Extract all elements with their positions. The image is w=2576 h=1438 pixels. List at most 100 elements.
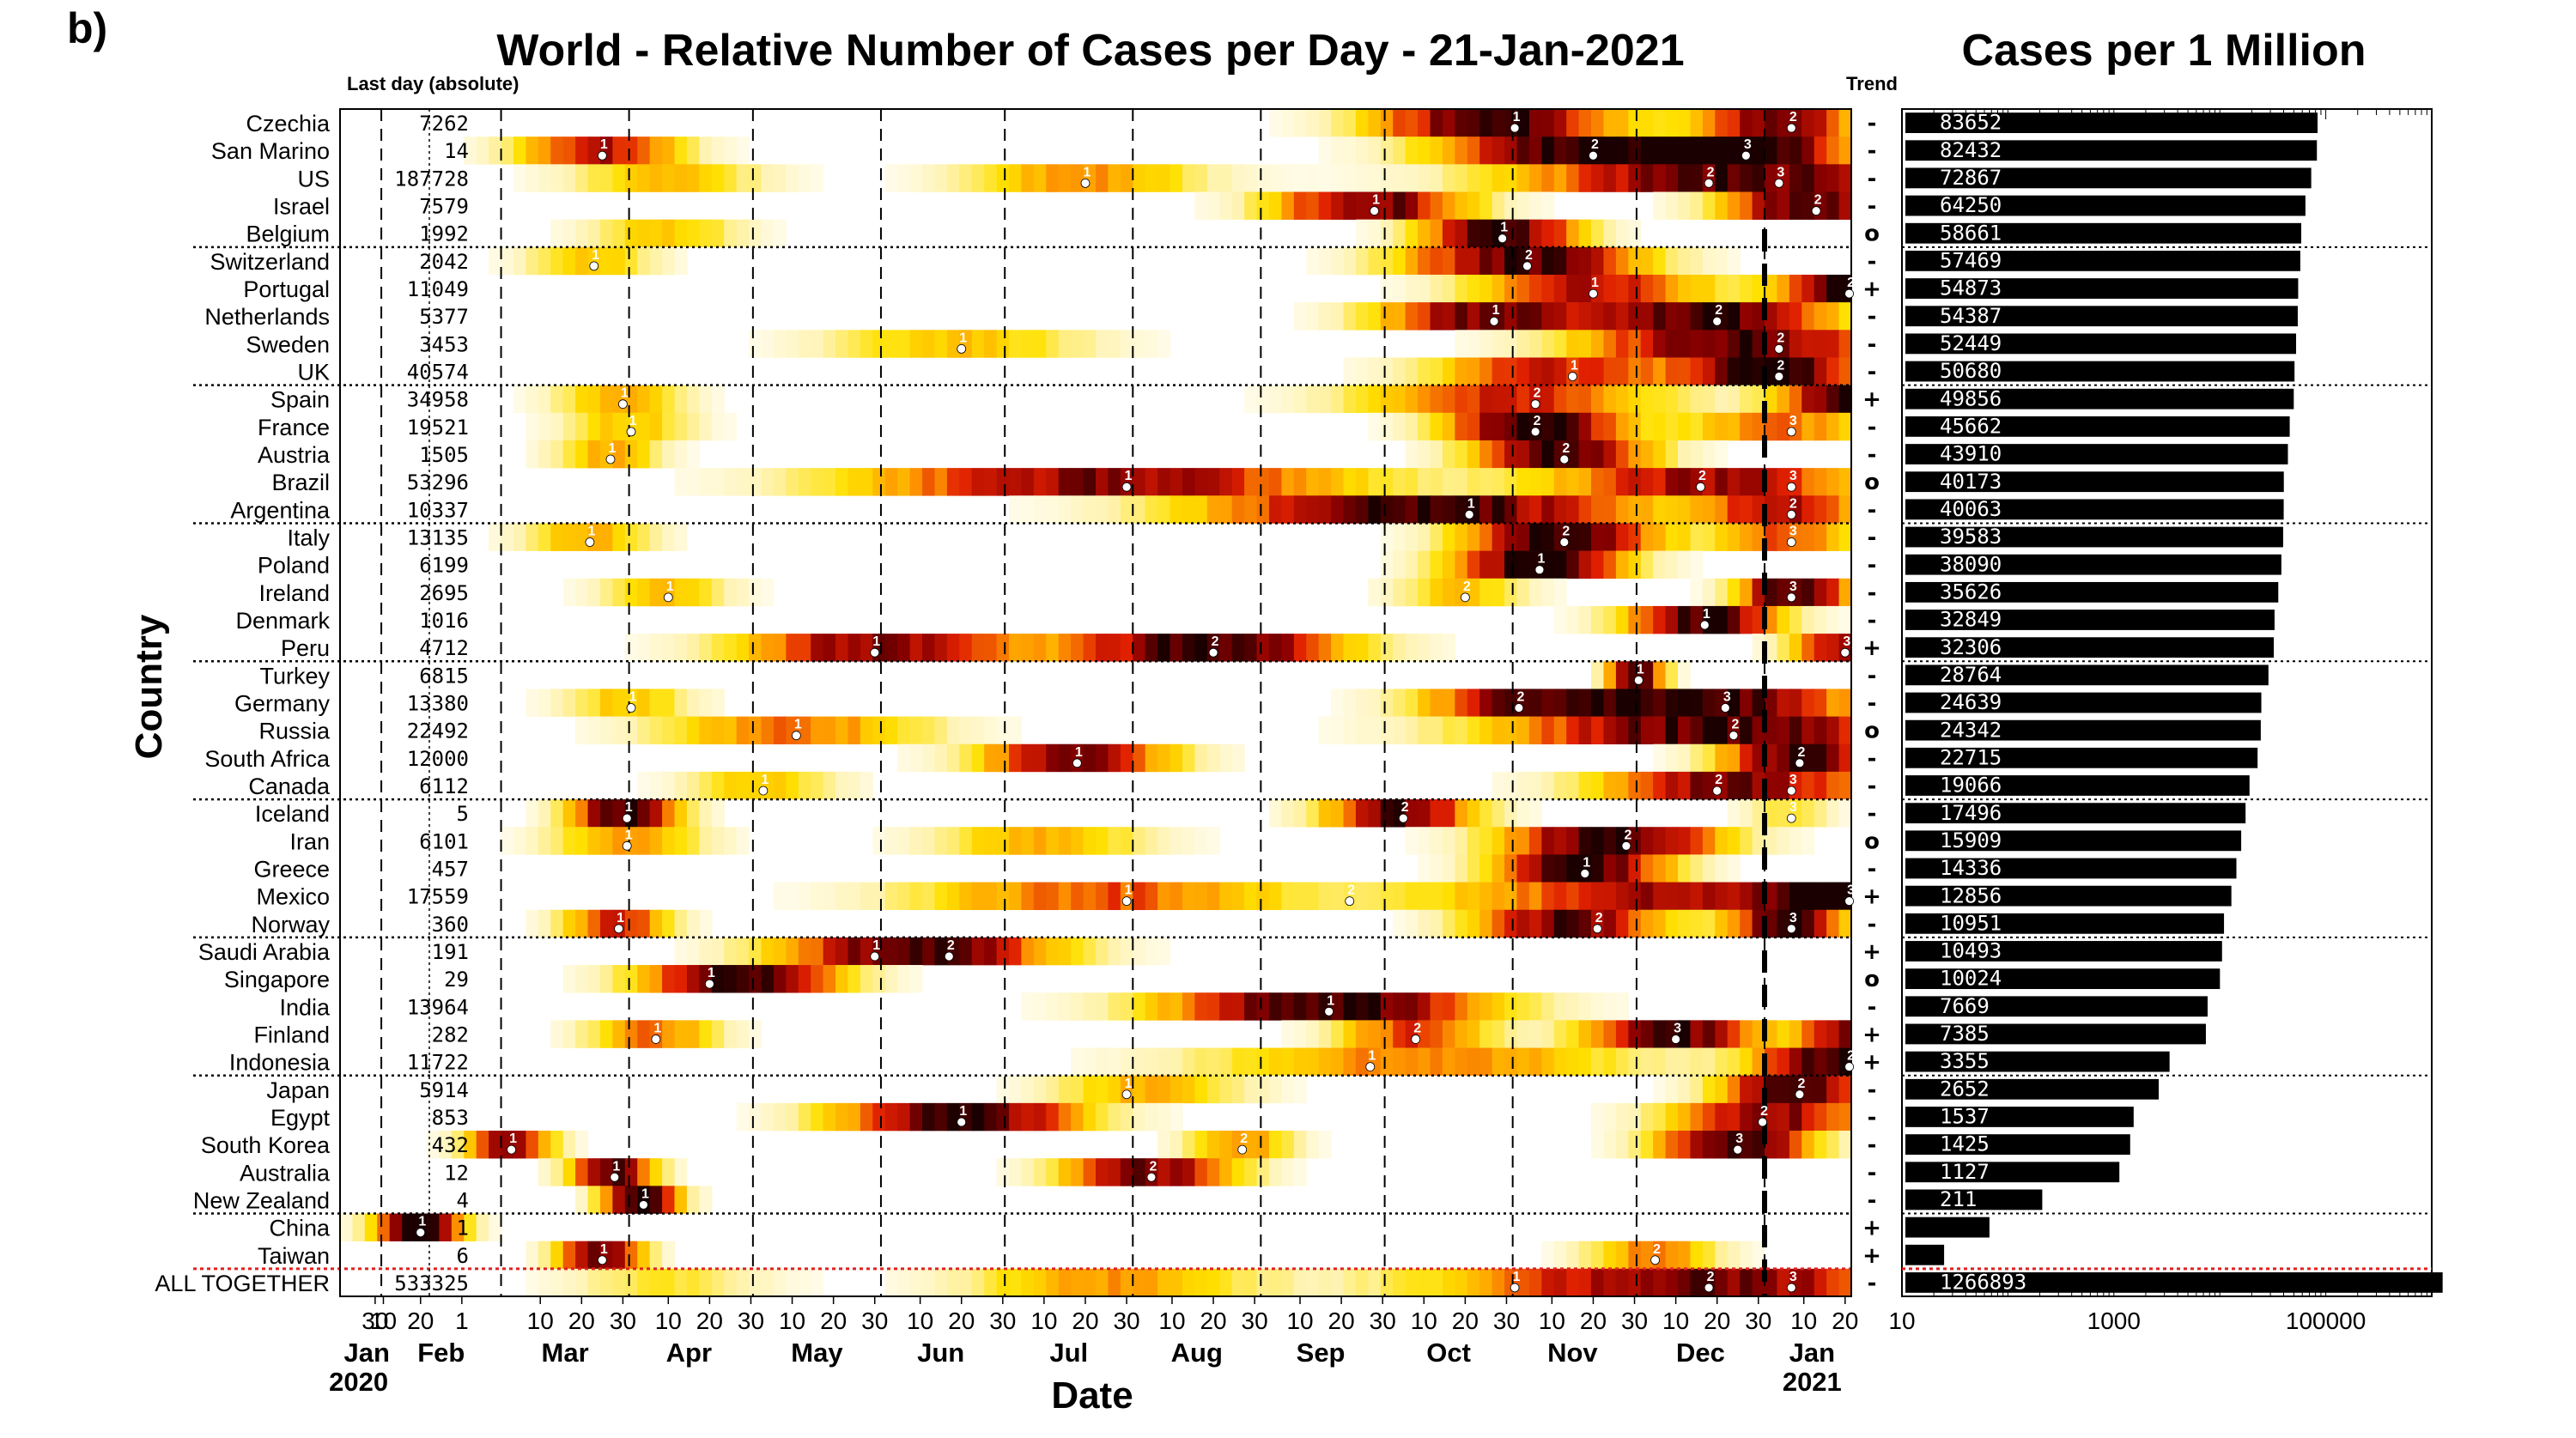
x-tick-label: 30 (989, 1308, 1016, 1334)
heatmap-cell (476, 137, 489, 165)
peak-number: 2 (1413, 1021, 1421, 1035)
heatmap-cell (811, 882, 824, 911)
heatmap-cell (612, 689, 626, 717)
heatmap-cell (699, 634, 713, 662)
x-tick-label: 30 (1242, 1308, 1268, 1334)
heatmap-cell (1393, 191, 1406, 220)
heatmap-cell (1256, 634, 1270, 662)
heatmap-cell (1814, 137, 1827, 165)
heatmap-cell (1715, 909, 1728, 938)
heatmap-cell (1528, 219, 1542, 248)
heatmap-cell (1206, 191, 1220, 220)
heatmap-cell (1467, 468, 1480, 496)
heatmap-cell (1442, 909, 1455, 938)
heatmap-cell (513, 827, 526, 855)
heatmap-cell (1838, 605, 1852, 634)
heatmap-cell (1690, 109, 1704, 137)
heatmap-cell (562, 219, 576, 248)
heatmap-cell (959, 716, 973, 745)
last-day-value: 13380 (407, 692, 469, 716)
heatmap-cell (971, 716, 985, 745)
heatmap-cell (786, 965, 799, 993)
heatmap-cell (526, 799, 539, 828)
heatmap-cell (649, 1268, 663, 1297)
heatmap-cell (1528, 440, 1542, 469)
heatmap-cell (1814, 468, 1827, 496)
heatmap-cell (984, 743, 998, 773)
heatmap-cell (1591, 605, 1605, 634)
heatmap-cell (1231, 882, 1245, 911)
heatmap-cell (946, 827, 960, 855)
heatmap-cell (587, 689, 601, 717)
heatmap-cell (1405, 109, 1419, 137)
heatmap-cell (711, 827, 725, 855)
heatmap-cell (1331, 716, 1345, 745)
heatmap-cell (1541, 1047, 1555, 1076)
heatmap-cell (1256, 1268, 1270, 1297)
heatmap-cell (1504, 330, 1518, 358)
peak-number: 1 (1327, 993, 1334, 1008)
heatmap-cell (1430, 854, 1443, 883)
x-tick-label: 20 (696, 1308, 723, 1334)
heatmap-cell (1628, 357, 1642, 385)
heatmap-cell (1009, 495, 1023, 524)
heatmap-cell (1752, 689, 1765, 717)
heatmap-cell (773, 1268, 787, 1297)
heatmap-cell (761, 937, 775, 966)
heatmap-cell (1715, 716, 1728, 745)
heatmap-cell (1752, 743, 1765, 773)
bar-x-tick-label: 10 (1888, 1308, 1915, 1334)
peak-number: 2 (1847, 1049, 1855, 1064)
heatmap-cell (1541, 385, 1555, 414)
heatmap-cell (1046, 468, 1060, 496)
heatmap-cell (1331, 1020, 1345, 1048)
heatmap-cell (1355, 1047, 1369, 1076)
heatmap-cell (1615, 550, 1629, 579)
heatmap-cell (1826, 1020, 1840, 1048)
heatmap-cell (1801, 1047, 1815, 1076)
heatmap-cell (1021, 164, 1035, 192)
heatmap-cell (1801, 716, 1815, 745)
heatmap-cell (1504, 550, 1518, 579)
heatmap-cell (526, 523, 539, 551)
heatmap-cell (1120, 743, 1133, 773)
heatmap-cell (1690, 882, 1704, 911)
heatmap-cell (550, 799, 564, 828)
heatmap-cell (1665, 274, 1679, 303)
heatmap-frame (339, 108, 1852, 1297)
heatmap-cell (1665, 743, 1679, 773)
heatmap-cell (1442, 882, 1455, 911)
trend-indicator: + (1862, 1050, 1881, 1076)
heatmap-cell (1405, 246, 1419, 276)
heatmap-cell (674, 468, 688, 496)
heatmap-cell (526, 137, 539, 165)
trend-indicator: - (1868, 111, 1877, 137)
heatmap-cell (971, 468, 985, 496)
last-day-value: 6815 (419, 664, 469, 688)
heatmap-cell (1293, 1047, 1307, 1076)
peak-number: 1 (612, 1159, 620, 1174)
heatmap-cell (699, 937, 713, 966)
heatmap-cell (1566, 495, 1580, 524)
heatmap-cell (1541, 1241, 1555, 1270)
heatmap-cell (637, 689, 651, 717)
heatmap-cell (1467, 854, 1480, 883)
heatmap-cell (1765, 716, 1778, 745)
trend-indicator: - (1868, 1271, 1877, 1296)
heatmap-cell (934, 882, 948, 911)
heatmap-cell (1653, 909, 1667, 938)
heatmap-cell (1430, 191, 1443, 220)
heatmap-cell (1740, 689, 1753, 717)
heatmap-cell (1777, 1268, 1790, 1297)
heatmap-cell (637, 965, 651, 993)
peak-number: 2 (1562, 441, 1570, 456)
peak-marker (1786, 592, 1796, 603)
heatmap-cell (1740, 109, 1753, 137)
peak-marker (1365, 1062, 1376, 1072)
heatmap-cell (1393, 385, 1406, 414)
heatmap-cell (1777, 274, 1790, 303)
heatmap-cell (1628, 605, 1642, 634)
heatmap-title: World - Relative Number of Cases per Day… (496, 26, 1684, 76)
heatmap-cell (1777, 605, 1790, 634)
